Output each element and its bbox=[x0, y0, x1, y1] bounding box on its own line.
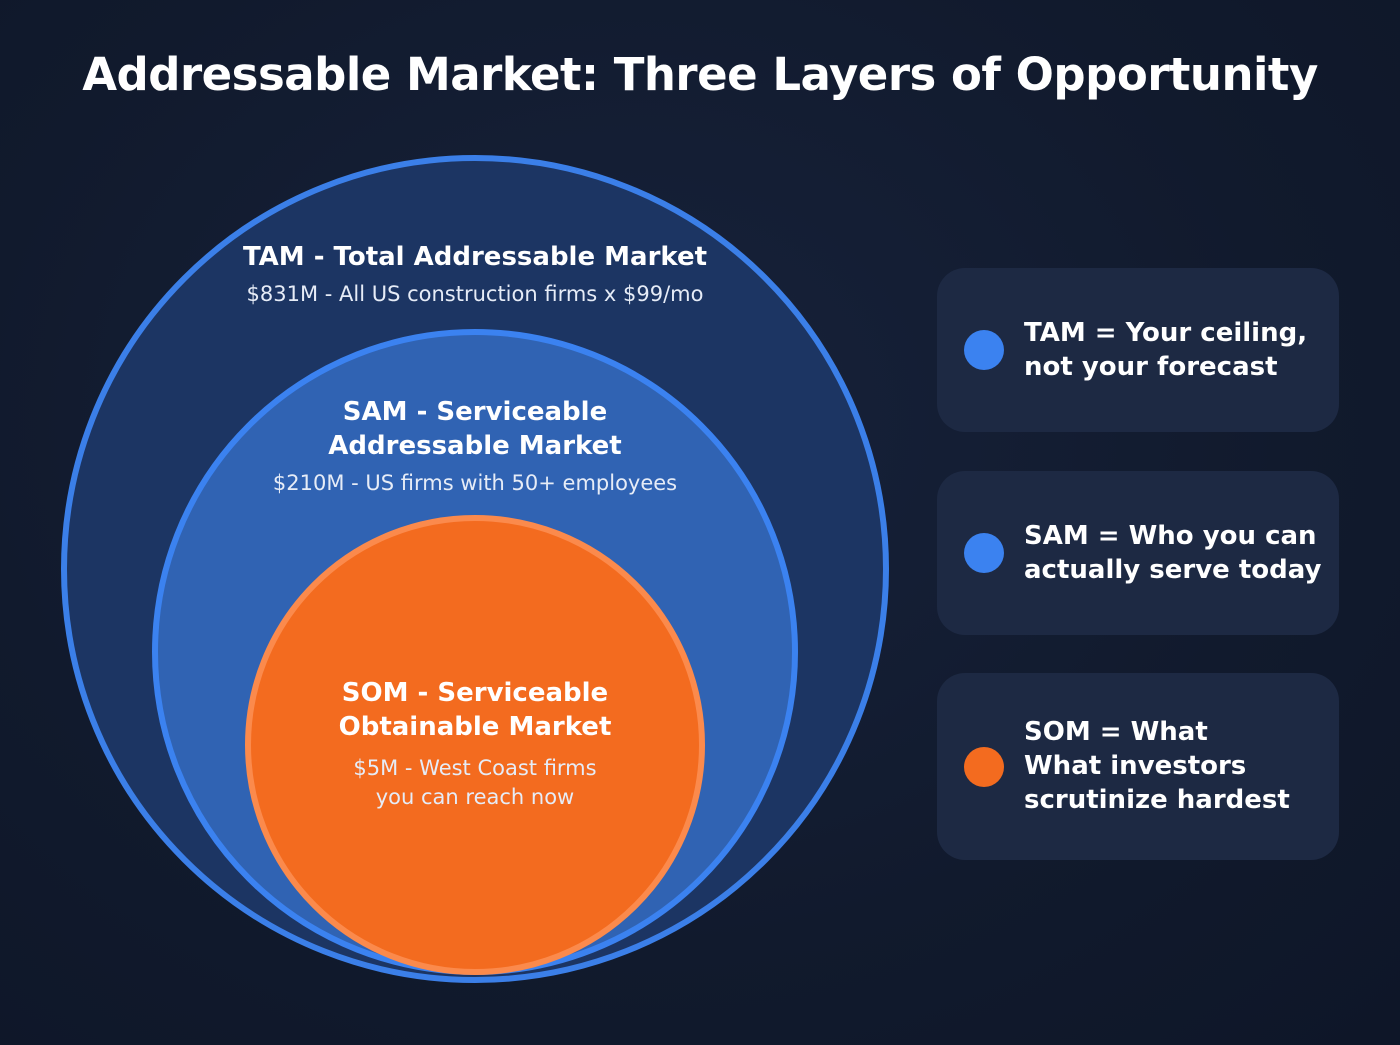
tam-card-text: TAM = Your ceiling, not your forecast bbox=[1024, 316, 1307, 384]
card-line: SOM = What bbox=[1024, 717, 1208, 747]
sam-heading-line2: Addressable Market bbox=[328, 431, 622, 461]
som-heading-line1: SOM - Serviceable bbox=[341, 678, 609, 708]
card-line: not your forecast bbox=[1024, 352, 1278, 382]
orange-dot-icon bbox=[964, 747, 1004, 787]
card-line: scrutinize hardest bbox=[1024, 785, 1290, 815]
card-line: SAM = Who you can bbox=[1024, 521, 1317, 551]
blue-dot-icon bbox=[964, 533, 1004, 573]
sam-card-text: SAM = Who you can actually serve today bbox=[1024, 519, 1321, 587]
som-card-text: SOM = What What investors scrutinize har… bbox=[1024, 715, 1290, 817]
som-card bbox=[937, 673, 1339, 860]
page-title: Addressable Market: Three Layers of Oppo… bbox=[82, 48, 1318, 101]
tam-heading: TAM - Total Addressable Market bbox=[242, 242, 708, 272]
tam-detail: $831M - All US construction firms x $99/… bbox=[246, 282, 704, 306]
som-heading-line2: Obtainable Market bbox=[338, 712, 612, 742]
sam-label: SAM - Serviceable Addressable Market $21… bbox=[175, 395, 775, 498]
tam-card bbox=[937, 268, 1339, 432]
card-line: TAM = Your ceiling, bbox=[1024, 318, 1308, 348]
sam-heading-line1: SAM - Serviceable bbox=[342, 397, 608, 427]
blue-dot-icon bbox=[964, 330, 1004, 370]
card-line: actually serve today bbox=[1024, 555, 1322, 585]
som-label: SOM - Serviceable Obtainable Market $5M … bbox=[175, 676, 775, 812]
sam-card bbox=[937, 471, 1339, 635]
som-detail-line2: you can reach now bbox=[375, 785, 575, 809]
card-line: What investors bbox=[1024, 751, 1247, 781]
sam-detail: $210M - US firms with 50+ employees bbox=[272, 471, 678, 495]
som-detail-line1: $5M - West Coast firms bbox=[353, 756, 597, 780]
som-circle bbox=[245, 515, 705, 975]
tam-label: TAM - Total Addressable Market $831M - A… bbox=[175, 240, 775, 309]
